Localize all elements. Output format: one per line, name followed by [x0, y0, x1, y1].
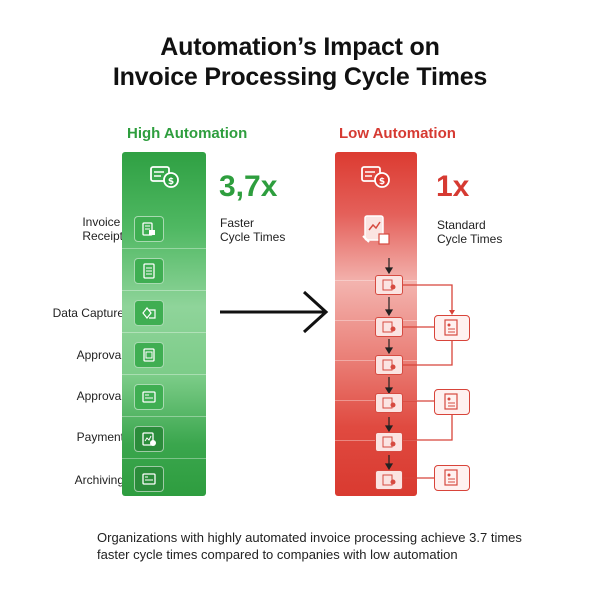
- high-subtext-line-1: Faster: [220, 216, 255, 230]
- step-label-invoice-receipt: Invoice Receipt: [82, 215, 123, 243]
- invoice-money-icon: $: [361, 166, 390, 188]
- step-label-archiving: Archiving: [74, 473, 124, 487]
- column-divider: [122, 374, 206, 375]
- footer-line-1: Organizations with highly automated invo…: [97, 530, 522, 545]
- rework-document-icon: [434, 465, 470, 491]
- page-title: Automation’s Impact on Invoice Processin…: [0, 32, 600, 92]
- manual-step-icon: [375, 275, 403, 295]
- manual-step-icon: [375, 355, 403, 375]
- approval-document-icon: [134, 384, 164, 410]
- manual-step-icon: [375, 317, 403, 337]
- high-automation-column: $: [122, 152, 206, 496]
- column-divider: [122, 332, 206, 333]
- big-arrow-icon: [220, 290, 329, 334]
- column-divider: [122, 290, 206, 291]
- payment-icon: [134, 426, 164, 452]
- invoice-receipt-icon: [134, 216, 164, 242]
- step-label-line: Receipt: [82, 229, 123, 243]
- footer-caption: Organizations with highly automated invo…: [97, 529, 522, 563]
- low-subtext: Standard Cycle Times: [437, 218, 502, 246]
- manual-step-icon: [375, 470, 403, 490]
- title-line-1: Automation’s Impact on: [160, 33, 440, 61]
- high-multiplier: 3,7x: [219, 170, 278, 203]
- svg-text:$: $: [379, 177, 385, 187]
- svg-text:$: $: [168, 177, 174, 187]
- rework-document-icon: [434, 389, 470, 415]
- low-subtext-line-2: Cycle Times: [437, 232, 503, 246]
- manual-document-icon: [362, 215, 390, 245]
- title-line-2: Invoice Processing Cycle Times: [112, 63, 488, 91]
- high-subtext-line-2: Cycle Times: [220, 230, 286, 244]
- approval-icon: [134, 342, 164, 368]
- footer-line-2: faster cycle times compared to companies…: [97, 547, 458, 562]
- column-divider: [122, 416, 206, 417]
- low-subtext-line-1: Standard: [437, 218, 486, 232]
- step-label-payment: Payment: [76, 430, 124, 444]
- document-icon: [134, 258, 164, 284]
- step-label-approval-2: Approval: [76, 389, 124, 403]
- high-automation-heading: High Automation: [127, 125, 248, 142]
- invoice-money-icon: $: [150, 166, 179, 188]
- manual-step-icon: [375, 393, 403, 413]
- high-subtext: Faster Cycle Times: [220, 216, 285, 244]
- rework-document-icon: [434, 315, 470, 341]
- step-label-approval-1: Approval: [76, 348, 124, 362]
- step-label-data-capture: Data Capture: [52, 306, 124, 320]
- low-automation-heading: Low Automation: [339, 125, 456, 142]
- step-label-line: Invoice: [82, 215, 121, 229]
- low-multiplier: 1x: [436, 170, 470, 203]
- manual-step-icon: [375, 432, 403, 452]
- archiving-icon: [134, 466, 164, 492]
- column-divider: [122, 458, 206, 459]
- data-capture-icon: [134, 300, 164, 326]
- column-divider: [122, 248, 206, 249]
